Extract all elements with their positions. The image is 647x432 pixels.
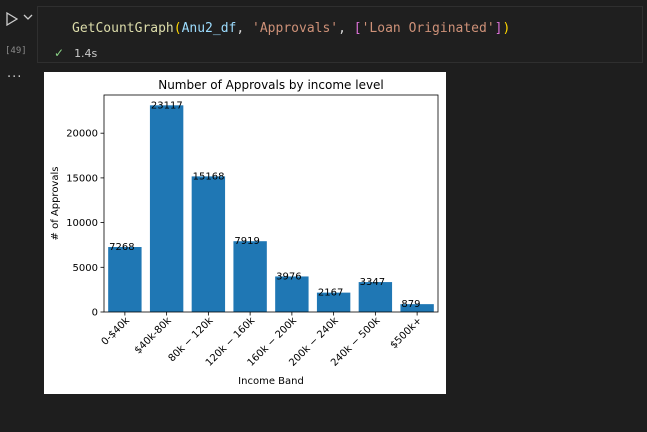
- y-tick-label: 5000: [73, 263, 98, 274]
- code-token: ]: [494, 21, 503, 36]
- ellipsis-icon[interactable]: ···: [7, 70, 23, 85]
- code-token: (: [173, 21, 182, 36]
- code-token: ,: [338, 21, 354, 36]
- y-axis-label: # of Approvals: [50, 167, 61, 241]
- y-tick-label: 0: [92, 308, 98, 319]
- code-line[interactable]: GetCountGraph(Anu2_df, 'Approvals', ['Lo…: [72, 21, 510, 36]
- run-cell-button[interactable]: [2, 9, 33, 29]
- y-tick-label: 20000: [66, 129, 98, 140]
- execution-status: ✓ 1.4s: [54, 46, 97, 60]
- bar-chart: 7268 23117 15168 7919 3976 2167 3347 879 0 5000 10…: [50, 78, 439, 387]
- code-token: ): [502, 21, 511, 36]
- data-label: 7268: [109, 242, 134, 253]
- data-label: 23117: [151, 100, 183, 111]
- execution-count: [49]: [5, 46, 27, 56]
- x-axis-label: Income Band: [238, 376, 304, 387]
- data-label: 3976: [276, 271, 301, 282]
- code-token: 'Loan Originated': [361, 21, 495, 36]
- data-label: 15168: [193, 171, 225, 182]
- bar: [108, 247, 142, 312]
- code-token: ,: [236, 21, 253, 36]
- data-label: 3347: [360, 277, 385, 288]
- data-label: 7919: [234, 236, 259, 247]
- bar: [358, 282, 393, 312]
- cell-output: 7268 23117 15168 7919 3976 2167 3347 879 0 5000 10…: [44, 72, 446, 394]
- bar: [149, 105, 184, 312]
- code-token: Anu2_df: [181, 21, 237, 36]
- execution-duration: 1.4s: [74, 47, 98, 60]
- x-tick-label: 0-$40k: [100, 315, 133, 348]
- x-tick-label: $500k+: [388, 315, 424, 351]
- y-tick-label: 10000: [66, 218, 98, 229]
- bar: [233, 241, 267, 312]
- chevron-down-icon[interactable]: [23, 13, 33, 21]
- bar: [400, 304, 434, 312]
- play-icon: [6, 12, 18, 26]
- code-token: GetCountGraph: [72, 21, 174, 36]
- data-label: 879: [401, 299, 420, 310]
- bar: [191, 176, 226, 312]
- x-tick-label: $40k-80k: [133, 315, 174, 356]
- bar: [275, 276, 309, 312]
- code-token: 'Approvals': [252, 21, 339, 36]
- bar: [316, 292, 351, 312]
- y-tick-label: 15000: [66, 173, 98, 184]
- code-cell[interactable]: GetCountGraph(Anu2_df, 'Approvals', ['Lo…: [37, 6, 643, 63]
- plot-frame: [103, 94, 439, 313]
- check-icon: ✓: [54, 46, 65, 60]
- chart-title: Number of Approvals by income level: [158, 78, 384, 92]
- code-token: [: [353, 21, 362, 36]
- data-label: 2167: [318, 288, 343, 299]
